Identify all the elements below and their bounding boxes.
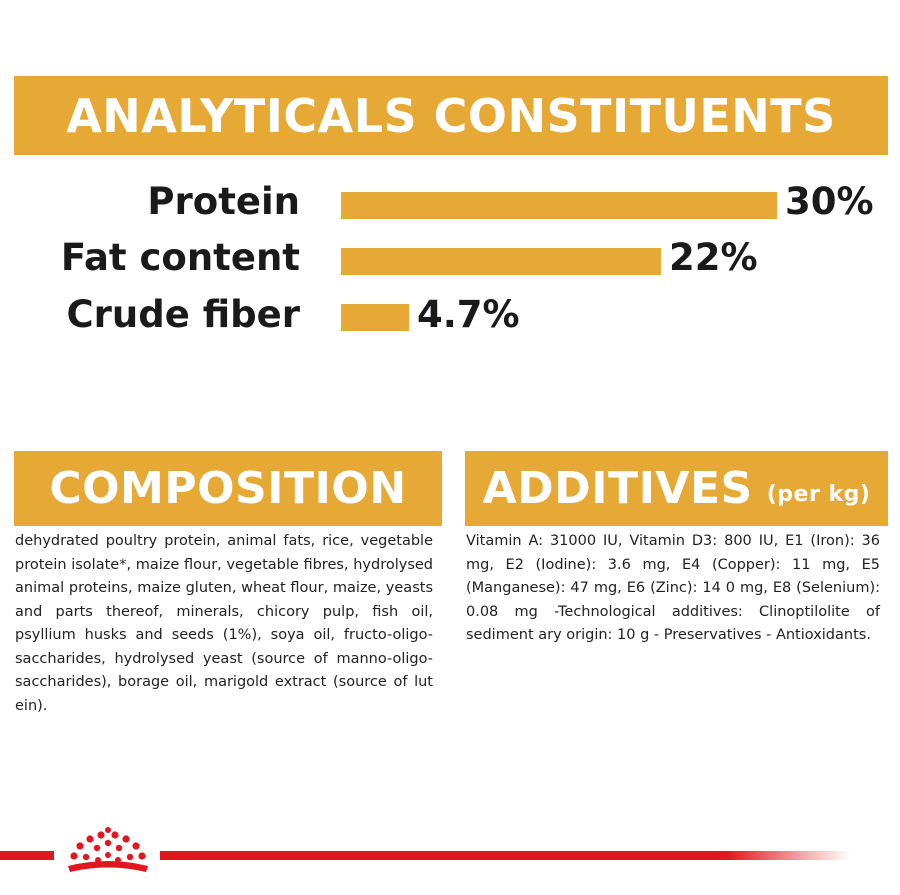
composition-title: COMPOSITION	[49, 463, 407, 514]
footer-divider-right	[160, 851, 850, 860]
footer-divider-left	[0, 851, 54, 860]
analytics-title-banner: ANALYTICALS CONSTITUENTS	[14, 76, 888, 155]
protein-value: 30%	[785, 180, 874, 223]
fat-content-label: Fat content	[60, 236, 300, 279]
protein-label: Protein	[147, 180, 300, 223]
crude-fiber-bar	[341, 304, 409, 331]
crude-fiber-value: 4.7%	[417, 293, 520, 336]
protein-bar	[341, 192, 777, 219]
composition-text: dehydrated poultry protein, animal fats,…	[15, 533, 433, 714]
crude-fiber-label: Crude fiber	[66, 293, 300, 336]
fat-content-bar	[341, 248, 661, 275]
fat-content-value: 22%	[669, 236, 758, 279]
additives-text: Vitamin A: 31000 IU, Vitamin D3: 800 IU,…	[466, 533, 880, 643]
additives-unit: (per kg)	[766, 482, 871, 507]
analytics-title: ANALYTICALS CONSTITUENTS	[66, 88, 836, 143]
composition-title-banner: COMPOSITION	[14, 451, 442, 526]
crown-icon	[68, 827, 148, 872]
additives-title: ADDITIVES	[482, 463, 753, 514]
additives-title-banner: ADDITIVES (per kg)	[465, 451, 888, 526]
